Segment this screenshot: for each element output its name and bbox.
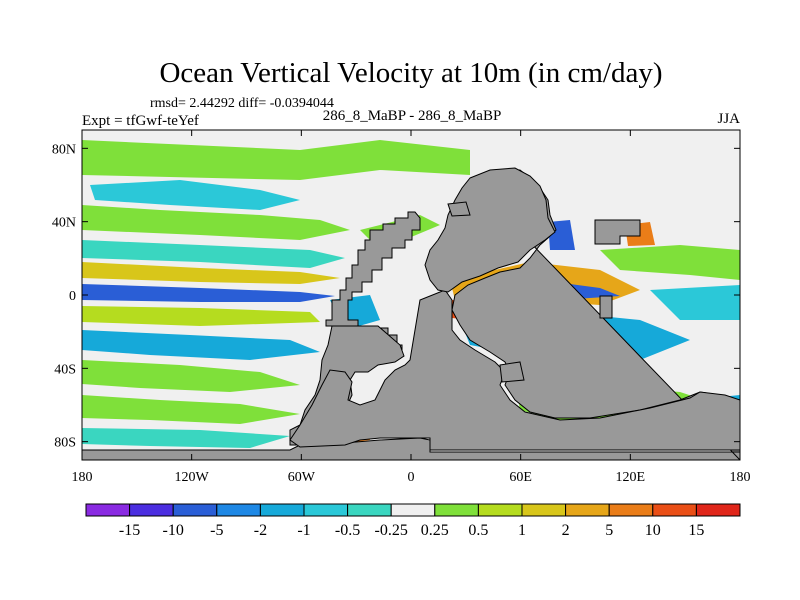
y-tick-label: 80S xyxy=(54,436,76,451)
colorbar-swatch xyxy=(521,503,567,517)
field-band xyxy=(82,360,300,392)
field-band xyxy=(82,395,300,424)
y-tick-label: 0 xyxy=(69,289,76,304)
colorbar-swatch xyxy=(434,503,479,517)
land-island xyxy=(599,295,613,319)
y-tick-label: 40S xyxy=(54,362,76,377)
colorbar-swatch xyxy=(477,503,523,517)
center-label: 286_8_MaBP - 286_8_MaBP xyxy=(323,108,502,124)
colorbar-label: 0.25 xyxy=(421,522,449,539)
y-tick-label: 80N xyxy=(52,142,76,157)
colorbar-swatch xyxy=(347,503,392,517)
colorbar-swatch xyxy=(695,503,741,517)
colorbar-label: -1 xyxy=(297,522,310,539)
colorbar-label: -15 xyxy=(119,522,140,539)
x-tick-label: 120W xyxy=(175,470,210,485)
y-tick-label: 40N xyxy=(52,216,76,231)
colorbar-label: -2 xyxy=(254,522,267,539)
colorbar-swatch xyxy=(652,503,697,517)
field-band xyxy=(82,428,290,448)
colorbar-swatch xyxy=(390,503,436,517)
x-tick-label: 180 xyxy=(730,470,751,485)
colorbar-label: -10 xyxy=(163,522,184,539)
colorbar-swatch xyxy=(172,503,218,517)
colorbar-label: 15 xyxy=(688,522,704,539)
colorbar-swatch xyxy=(565,503,610,517)
field-band xyxy=(82,330,320,360)
expt-label: Expt = tfGwf-teYef xyxy=(82,113,199,129)
colorbar-swatch xyxy=(216,503,261,517)
x-axis: 180 120W 60W 0 60E 120E 180 xyxy=(72,130,751,485)
field-band xyxy=(82,205,350,240)
map-field xyxy=(82,130,740,460)
colorbar-label: 2 xyxy=(562,522,570,539)
land-island xyxy=(447,201,471,217)
field-band xyxy=(650,285,740,320)
field-band xyxy=(82,284,335,302)
x-tick-label: 0 xyxy=(408,470,415,485)
colorbar: -15 -10 -5 -2 -1 -0.5 -0.25 0.25 0.5 1 2 5 10 15 xyxy=(85,503,741,539)
colorbar-swatch xyxy=(85,503,131,517)
land-island xyxy=(499,361,525,383)
colorbar-label: 10 xyxy=(645,522,661,539)
colorbar-label: -5 xyxy=(210,522,223,539)
colorbar-swatch xyxy=(303,503,349,517)
colorbar-label: -0.25 xyxy=(375,522,408,539)
colorbar-label: 5 xyxy=(605,522,613,539)
colorbar-label: 0.5 xyxy=(468,522,488,539)
x-tick-label: 180 xyxy=(72,470,93,485)
x-tick-label: 60W xyxy=(288,470,316,485)
field-band xyxy=(90,180,300,210)
y-axis: 80N 40N 0 40S 80S xyxy=(52,142,740,451)
field-band xyxy=(600,245,740,280)
field-band xyxy=(82,240,345,268)
colorbar-swatch xyxy=(129,503,174,517)
land-island xyxy=(594,219,641,245)
field-band xyxy=(82,306,320,326)
colorbar-label: 1 xyxy=(518,522,526,539)
field-band xyxy=(82,262,340,284)
season-label: JJA xyxy=(717,111,740,127)
x-tick-label: 120E xyxy=(616,470,646,485)
stats-text: rmsd= 2.44292 diff= -0.0394044 xyxy=(150,96,334,111)
colorbar-swatch xyxy=(259,503,305,517)
field-band xyxy=(82,140,470,180)
colorbar-label: -0.5 xyxy=(335,522,360,539)
land-north xyxy=(424,167,556,293)
chart-title: Ocean Vertical Velocity at 10m (in cm/da… xyxy=(159,57,662,89)
x-tick-label: 60E xyxy=(509,470,532,485)
land-gondwana xyxy=(289,289,740,451)
colorbar-swatch xyxy=(608,503,654,517)
